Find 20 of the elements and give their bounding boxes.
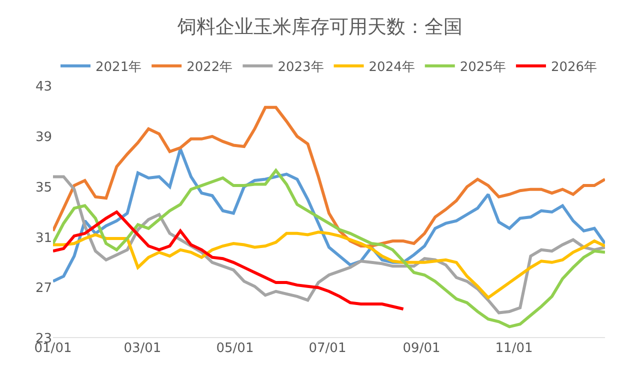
x-tick-label: 07/01: [308, 341, 346, 356]
legend-label: 2022年: [186, 60, 233, 75]
line-series: [53, 230, 605, 300]
y-tick-label: 31: [35, 230, 52, 246]
chart-title: 饲料企业玉米库存可用天数：全国: [176, 16, 462, 38]
legend-label: 2025年: [460, 60, 506, 75]
line-series: [53, 106, 605, 248]
y-tick-label: 27: [35, 281, 52, 296]
y-tick-label: 35: [35, 180, 52, 196]
legend-label: 2024年: [368, 60, 415, 75]
y-tick-label: 39: [35, 130, 52, 145]
x-tick-label: 03/01: [124, 341, 162, 356]
x-tick-label: 11/01: [495, 341, 533, 356]
y-tick-label: 43: [35, 80, 52, 95]
x-tick-label: 09/01: [402, 341, 440, 356]
legend-label: 2023年: [278, 60, 324, 75]
x-tick-label: 05/01: [216, 341, 254, 356]
legend-label: 2026年: [550, 60, 598, 75]
legend-label: 2021年: [96, 60, 142, 75]
line-series: [53, 210, 405, 311]
